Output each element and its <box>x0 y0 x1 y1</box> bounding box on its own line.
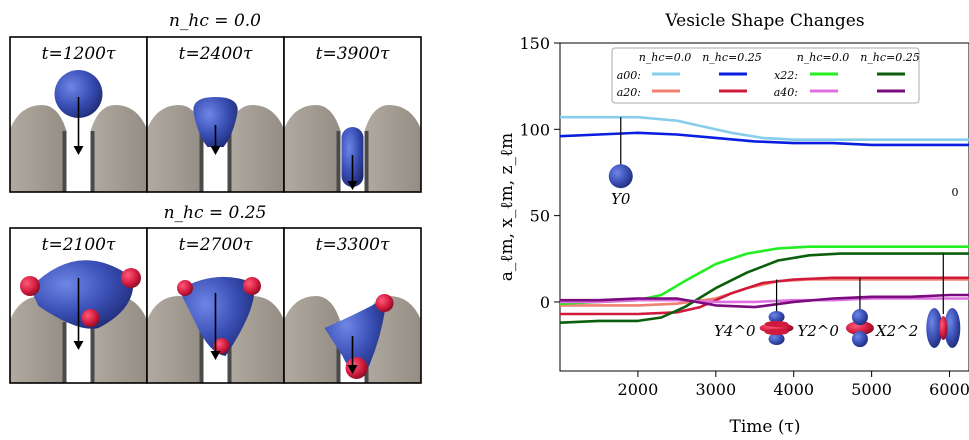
x-axis-label: Time (τ) <box>729 417 800 437</box>
series-layer <box>559 115 969 324</box>
y-tick-label-1: 50 <box>530 207 550 226</box>
annotation-label-0: Y0 <box>611 190 631 208</box>
legend-swatches <box>652 72 905 93</box>
arrow-head-icon <box>210 351 221 360</box>
time-label: t=1200τ <box>42 44 116 64</box>
y-tick-label-3: 150 <box>519 34 550 53</box>
annotation-label-3: X2^2 <box>875 322 918 340</box>
y-tick-label-0: 0 <box>540 293 550 312</box>
wall-left <box>10 105 67 192</box>
frame-0-0: t=1200τ <box>9 36 148 193</box>
wall-left <box>10 296 67 383</box>
frames-layer: t=1200τ t=2400τ t=3900τ t=2100τ t=2700τ t=330… <box>9 36 422 384</box>
frame-1-0: t=2100τ <box>9 227 148 384</box>
x-ticks: 2000 3000 4000 5000 6000 <box>618 371 969 399</box>
x-tick-label-2: 4000 <box>773 380 814 399</box>
frame-1-1: t=2700τ <box>146 227 285 384</box>
wall-left <box>284 105 341 192</box>
arrow-head-icon <box>347 365 358 374</box>
series-line-1 <box>559 131 969 147</box>
x-tick-label-3: 5000 <box>851 380 892 399</box>
annotation-icon-sphere <box>608 164 633 189</box>
chart-title: Vesicle Shape Changes <box>664 11 864 31</box>
stray-zero-label: 0 <box>952 186 959 199</box>
vesicle-funnel <box>324 294 394 379</box>
arrow-head-icon <box>210 146 221 155</box>
wall-left <box>284 296 341 383</box>
series-line-0 <box>560 115 969 141</box>
arrow-head-icon <box>73 146 84 155</box>
x-tick-label-0: 2000 <box>618 380 659 399</box>
wall-right <box>364 105 421 192</box>
wall-right <box>90 105 147 192</box>
left-panel: n_hc = 0.0 n_hc = 0.25 t=1200τ t=2400τ t=3… <box>9 11 422 384</box>
series-line-7 <box>560 293 969 309</box>
annotations-layer: Y0 Y4^0 Y2^0 X2^2 <box>608 117 961 349</box>
series-line-2 <box>560 278 969 307</box>
vesicle-pear <box>193 97 238 147</box>
frame-0-2: t=3900τ <box>283 36 422 193</box>
time-label: t=3300τ <box>316 235 390 255</box>
series-line-6 <box>560 297 969 304</box>
legend-box <box>611 47 920 104</box>
legend-header-a-1: n_hc=0.25 <box>702 51 762 64</box>
annotation-label-1: Y4^0 <box>714 322 756 340</box>
y-axis-label: a_ℓm, x_ℓm, z_ℓm <box>497 133 517 282</box>
legend-row-a40: a40: <box>774 86 798 99</box>
time-label: t=2700τ <box>179 235 253 255</box>
series-line-5 <box>559 252 969 324</box>
annotation-icon-x22 <box>926 308 961 349</box>
legend: n_hc=0.0 n_hc=0.25 n_hc=0.0 n_hc=0.25 a0… <box>611 47 920 104</box>
row-title-bottom: n_hc = 0.25 <box>164 203 267 223</box>
series-line-4 <box>559 245 969 305</box>
x-tick-label-1: 3000 <box>695 380 736 399</box>
x-tick-label-4: 6000 <box>929 380 969 399</box>
annotation-icon-y20 <box>845 309 874 348</box>
legend-header-b-1: n_hc=0.25 <box>860 51 920 64</box>
time-label: t=2400τ <box>179 44 253 64</box>
arrow-head-icon <box>73 341 84 350</box>
wall-left <box>147 296 204 383</box>
frame-1-2: t=3300τ <box>283 227 422 384</box>
annotation-label-2: Y2^0 <box>797 322 839 340</box>
time-label: t=2100τ <box>42 235 116 255</box>
legend-header-b-0: n_hc=0.0 <box>797 51 850 64</box>
plot-area <box>559 42 969 372</box>
legend-row-x22: x22: <box>774 69 798 82</box>
vesicle-wide <box>20 260 141 329</box>
legend-row-a00: a00: <box>617 69 641 82</box>
series-line-3 <box>560 276 969 316</box>
vesicle-wide-deep <box>177 276 261 356</box>
wall-left <box>147 105 204 192</box>
time-label: t=3900τ <box>316 44 390 64</box>
y-tick-label-2: 100 <box>519 120 550 139</box>
legend-row-a20: a20: <box>617 86 641 99</box>
frame-0-1: t=2400τ <box>146 36 285 193</box>
vesicle-sphere <box>54 70 103 118</box>
legend-header-a-0: n_hc=0.0 <box>639 51 692 64</box>
arrow-head-icon <box>347 181 358 190</box>
y-ticks: 0 50 100 150 <box>519 34 560 312</box>
wall-right <box>227 105 284 192</box>
row-title-top: n_hc = 0.0 <box>169 11 261 31</box>
annotation-icon-y40 <box>759 311 794 346</box>
chart: Vesicle Shape Changes Y0 Y4^0 Y2^0 X2^2 200… <box>497 11 969 437</box>
